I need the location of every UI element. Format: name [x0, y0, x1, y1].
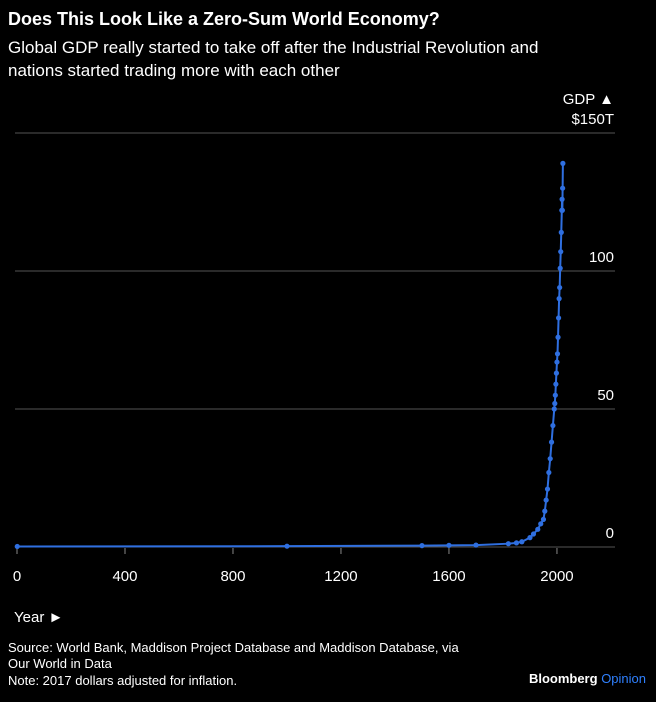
source: Our World in Data: [8, 656, 113, 671]
note: Note: 2017 dollars adjusted for inflatio…: [8, 673, 237, 688]
x-tick-label: 2000: [540, 568, 573, 585]
point: [542, 508, 548, 514]
point: [550, 422, 556, 429]
point: [560, 160, 566, 166]
point: [560, 185, 566, 191]
point: [544, 486, 551, 492]
x-axis-label: Year ►: [14, 609, 63, 626]
point: [513, 540, 520, 546]
point: [419, 543, 425, 549]
x-tick-label: 0: [13, 568, 21, 585]
brand-name: Opinion: [601, 671, 646, 686]
subtitle: Global GDP really started to take off af…: [8, 38, 538, 57]
point: [546, 469, 552, 476]
point: [558, 249, 564, 255]
point: [527, 535, 533, 541]
point: [559, 196, 565, 202]
chart-title: Does This Look Like a Zero-Sum World Eco…: [8, 9, 440, 29]
point: [552, 392, 558, 398]
point: [555, 315, 562, 321]
point: [535, 526, 541, 532]
source: Source: World Bank, Maddison Project Dat…: [8, 640, 459, 655]
y-axis-label: GDP ▲: [563, 91, 614, 108]
brand-name: Bloomberg: [529, 671, 598, 686]
point: [505, 541, 511, 547]
point: [557, 265, 563, 271]
y-tick-label: $150T: [571, 111, 614, 128]
point: [14, 543, 20, 550]
x-tick-label: 1200: [324, 568, 357, 585]
point: [284, 543, 290, 549]
x-tick-label: 1600: [432, 568, 465, 585]
point: [557, 284, 563, 291]
point: [553, 370, 560, 376]
point: [559, 207, 565, 213]
subtitle: nations started trading more with each o…: [8, 61, 340, 80]
point: [551, 406, 557, 412]
point: [446, 542, 452, 548]
point: [548, 439, 555, 445]
point: [543, 497, 549, 503]
point: [558, 229, 564, 235]
point: [540, 516, 547, 523]
y-tick-label: 100: [589, 249, 614, 266]
point: [554, 359, 560, 365]
point: [552, 400, 558, 407]
x-tick-label: 800: [220, 568, 245, 585]
x-tick-label: 400: [112, 568, 137, 585]
point: [538, 521, 544, 527]
brand: Bloomberg Opinion: [529, 671, 646, 686]
point: [547, 456, 553, 462]
point: [530, 531, 537, 537]
point: [519, 539, 525, 545]
point: [555, 334, 561, 340]
y-tick-label: 50: [597, 387, 614, 404]
point: [556, 296, 562, 302]
point: [554, 351, 561, 357]
point: [553, 381, 559, 387]
point: [473, 542, 479, 548]
y-tick-label: 0: [606, 525, 614, 542]
